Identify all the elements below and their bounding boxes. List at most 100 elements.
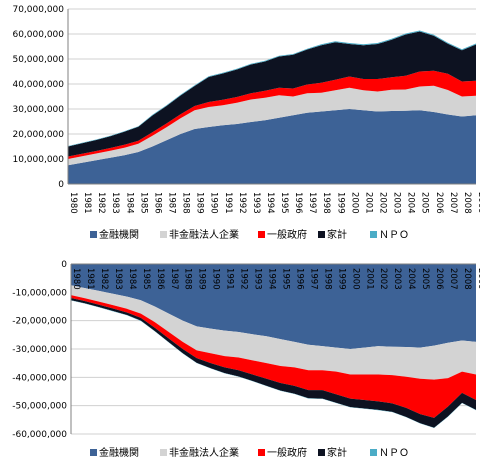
- x-tick-label: 2002: [378, 192, 388, 214]
- legend-label: ＮＰＯ: [379, 448, 409, 459]
- x-tick-label: 1983: [113, 268, 123, 290]
- x-tick-label: 1982: [96, 192, 106, 214]
- legend-swatch: [258, 449, 265, 456]
- series-area-1: [68, 109, 476, 184]
- x-tick-label: 1992: [239, 268, 249, 290]
- legend-swatch: [370, 449, 377, 456]
- x-tick-label: 1985: [141, 268, 151, 290]
- x-tick-label: 1987: [166, 192, 176, 214]
- x-tick-label: 1997: [307, 192, 317, 214]
- x-tick-label: 1995: [279, 192, 289, 214]
- legend-label: 非金融法人企業: [169, 228, 239, 241]
- legend-label: 非金融法人企業: [169, 446, 239, 459]
- x-tick-label: 2008: [462, 268, 472, 290]
- x-tick-label: 2001: [364, 268, 374, 290]
- x-tick-label: 1987: [169, 268, 179, 290]
- series-area-2: [71, 285, 476, 380]
- x-tick-label: 1999: [336, 268, 346, 290]
- y-tick-label: 30,000,000: [12, 105, 64, 115]
- y-tick-label: 0: [58, 180, 64, 190]
- legend-label: 家計: [327, 228, 347, 241]
- x-tick-label: 1981: [82, 192, 92, 214]
- x-tick-label: 1992: [237, 192, 247, 214]
- y-tick-label: -20,000,000: [12, 317, 67, 327]
- x-tick-label: 1993: [251, 192, 261, 214]
- legend-swatch: [258, 231, 265, 238]
- x-tick-label: 2004: [406, 192, 416, 214]
- x-tick-label: 1998: [321, 192, 331, 214]
- series-area-2: [68, 85, 476, 166]
- x-tick-label: 2007: [448, 268, 458, 290]
- x-tick-label: 2009: [476, 192, 480, 214]
- legend-swatch: [160, 231, 167, 238]
- x-tick-label: 2008: [462, 192, 472, 214]
- x-tick-label: 2001: [363, 192, 373, 214]
- legend-swatch: [90, 449, 97, 456]
- x-tick-label: 1984: [124, 192, 134, 214]
- y-tick-label: -60,000,000: [12, 430, 67, 440]
- chart-bottom: 0 -10,000,000 -20,000,000 -30,000,000 -40,00…: [12, 260, 480, 459]
- x-tick-label: 2003: [392, 268, 402, 290]
- chart-top: 0 10,000,000 20,000,000 30,000,000 40,000,00…: [12, 5, 480, 241]
- x-tick-label: 1997: [308, 268, 318, 290]
- x-tick-label: 2000: [349, 192, 359, 214]
- x-tick-label: 1996: [293, 192, 303, 214]
- y-tick-label: 60,000,000: [12, 30, 64, 40]
- x-tick-label: 1995: [280, 268, 290, 290]
- x-tick-label: 2007: [448, 192, 458, 214]
- x-tick-label: 2000: [350, 268, 360, 290]
- legend-label: 一般政府: [267, 228, 307, 241]
- legend-swatch: [318, 231, 325, 238]
- x-tick-label: 1988: [183, 268, 193, 290]
- y-tick-label: 20,000,000: [12, 130, 64, 140]
- legend-label: 家計: [327, 446, 347, 459]
- series-area-1: [71, 264, 476, 349]
- x-tick-label: 2005: [420, 192, 430, 214]
- x-tick-label: 2006: [434, 192, 444, 214]
- x-tick-label: 1996: [294, 268, 304, 290]
- series-area-4: [68, 31, 476, 157]
- y-tick-label: -30,000,000: [12, 345, 67, 355]
- x-tick-label: 1980: [71, 268, 81, 290]
- x-tick-label: 2006: [434, 268, 444, 290]
- x-tick-label: 2005: [420, 268, 430, 290]
- x-tick-label: 1998: [322, 268, 332, 290]
- legend-label: ＮＰＯ: [379, 230, 409, 241]
- x-tick-label: 1981: [85, 268, 95, 290]
- y-tick-label: 10,000,000: [12, 155, 64, 165]
- legend-swatch: [318, 449, 325, 456]
- x-tick-label: 1999: [335, 192, 345, 214]
- x-tick-label: 1982: [99, 268, 109, 290]
- x-tick-label: 1991: [223, 192, 233, 214]
- x-tick-label: 2009: [476, 268, 480, 290]
- legend-label: 金融機関: [99, 228, 139, 241]
- y-tick-label: 40,000,000: [12, 80, 64, 90]
- x-tick-label: 1990: [211, 268, 221, 290]
- x-tick-label: 2002: [378, 268, 388, 290]
- x-tick-label: 1986: [155, 268, 165, 290]
- legend-label: 一般政府: [267, 446, 307, 459]
- x-tick-label: 1989: [195, 192, 205, 214]
- x-tick-label: 1990: [209, 192, 219, 214]
- y-tick-label: 50,000,000: [12, 55, 64, 65]
- x-tick-label: 1986: [152, 192, 162, 214]
- x-tick-label: 1994: [265, 192, 275, 214]
- x-tick-label: 1991: [225, 268, 235, 290]
- x-tick-label: 1984: [127, 268, 137, 290]
- legend-label: 金融機関: [99, 446, 139, 459]
- x-tick-label: 1989: [197, 268, 207, 290]
- y-tick-label: 70,000,000: [12, 5, 64, 15]
- y-tick-label: -50,000,000: [12, 402, 67, 412]
- legend-swatch: [370, 231, 377, 238]
- x-tick-label: 1983: [110, 192, 120, 214]
- legend-swatch: [160, 449, 167, 456]
- x-tick-label: 2003: [392, 192, 402, 214]
- y-tick-label: -10,000,000: [12, 288, 67, 298]
- x-tick-label: 1994: [267, 268, 277, 290]
- x-tick-label: 1993: [253, 268, 263, 290]
- series-area-3: [71, 295, 476, 418]
- x-tick-label: 2004: [406, 268, 416, 290]
- x-tick-label: 1980: [68, 192, 78, 214]
- y-tick-label: -40,000,000: [12, 373, 67, 383]
